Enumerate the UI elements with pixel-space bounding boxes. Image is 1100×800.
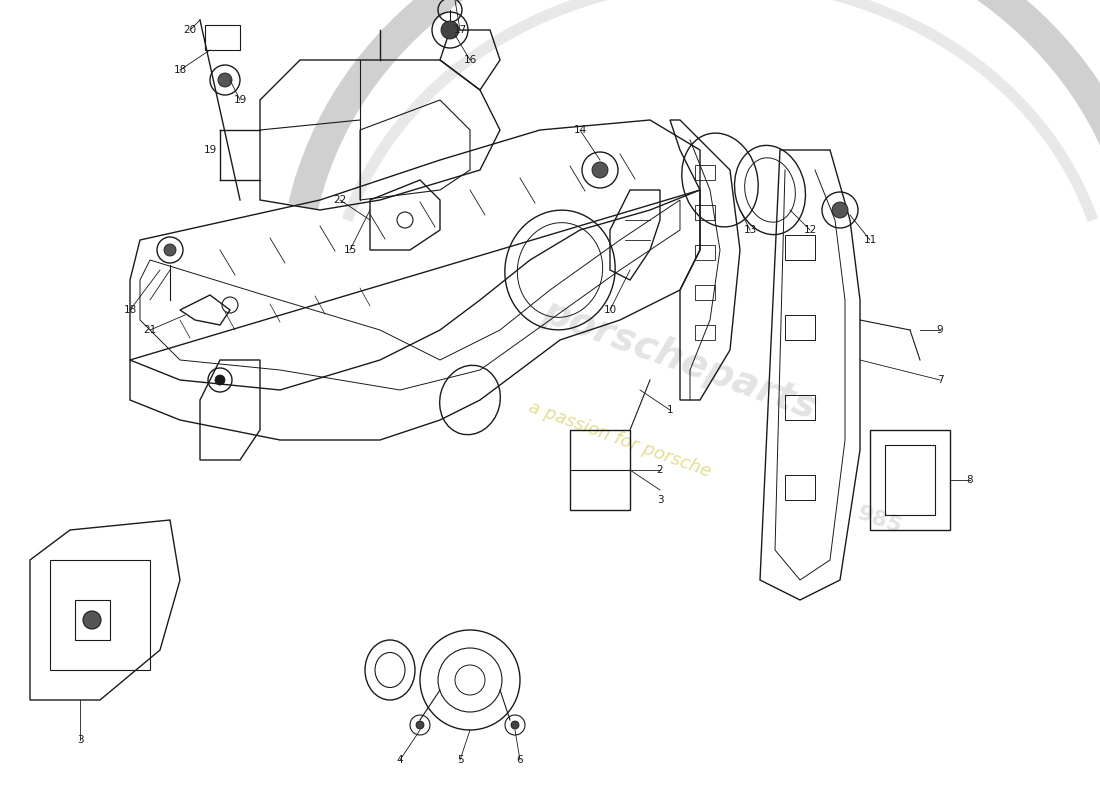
Text: porscheparts: porscheparts <box>538 293 822 427</box>
Bar <box>205 25 240 50</box>
Text: 8: 8 <box>967 475 974 485</box>
Text: 18: 18 <box>174 65 187 75</box>
Circle shape <box>512 721 519 729</box>
Bar <box>886 445 935 515</box>
Bar <box>50 560 150 670</box>
Text: 21: 21 <box>143 325 156 335</box>
Text: 6: 6 <box>517 755 524 765</box>
Circle shape <box>82 611 101 629</box>
Text: 2: 2 <box>657 465 663 475</box>
Bar <box>785 395 815 420</box>
Text: 12: 12 <box>803 225 816 235</box>
Text: 3: 3 <box>77 735 84 745</box>
Text: 15: 15 <box>343 245 356 255</box>
Text: 10: 10 <box>604 305 617 315</box>
Text: 17: 17 <box>453 25 466 35</box>
Text: 22: 22 <box>333 195 346 205</box>
Circle shape <box>832 202 848 218</box>
Text: 3: 3 <box>657 495 663 505</box>
Bar <box>870 430 950 530</box>
Text: a passion for porsche: a passion for porsche <box>526 398 714 482</box>
Text: 4: 4 <box>397 755 404 765</box>
Bar <box>75 600 110 640</box>
Circle shape <box>592 162 608 178</box>
Text: 20: 20 <box>184 25 197 35</box>
Text: 19: 19 <box>233 95 246 105</box>
Circle shape <box>416 721 424 729</box>
Circle shape <box>218 73 232 87</box>
Circle shape <box>164 244 176 256</box>
Bar <box>785 475 815 500</box>
Text: 7: 7 <box>937 375 944 385</box>
Text: 985: 985 <box>855 502 905 538</box>
Text: 1: 1 <box>667 405 673 415</box>
Text: 5: 5 <box>456 755 463 765</box>
Text: 11: 11 <box>864 235 877 245</box>
Text: 9: 9 <box>937 325 944 335</box>
Circle shape <box>214 375 225 385</box>
Bar <box>570 430 630 510</box>
Bar <box>785 235 815 260</box>
Text: 14: 14 <box>573 125 586 135</box>
Text: 13: 13 <box>744 225 757 235</box>
Bar <box>785 315 815 340</box>
Text: 19: 19 <box>204 145 217 155</box>
Text: 16: 16 <box>463 55 476 65</box>
Circle shape <box>441 21 459 39</box>
Text: 18: 18 <box>123 305 136 315</box>
